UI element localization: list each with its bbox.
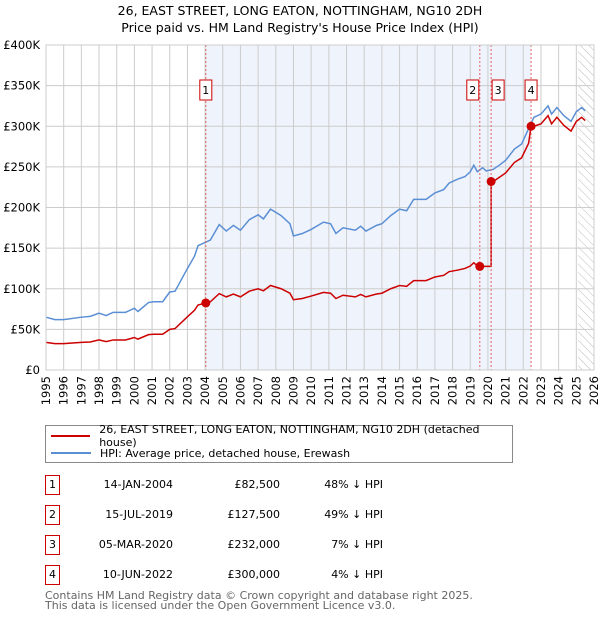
transaction-row: 3 05-MAR-2020 £232,000 7% ↓ HPI [45, 535, 445, 555]
x-tick-label: 2000 [127, 376, 141, 405]
x-tick-label: 1996 [57, 376, 71, 405]
transaction-number-badge: 2 [45, 505, 60, 525]
x-tick-label: 2005 [216, 376, 230, 405]
transaction-price: £127,500 [227, 508, 281, 521]
sale-label-box [524, 79, 538, 101]
sale-label: 1 [202, 84, 209, 97]
y-tick-label: £400K [3, 38, 40, 52]
transaction-row: 4 10-JUN-2022 £300,000 4% ↓ HPI [45, 565, 445, 585]
sale-point [475, 261, 485, 271]
x-tick-label: 2011 [322, 376, 336, 405]
x-tick-label: 2015 [393, 376, 407, 405]
sale-point [201, 298, 211, 308]
x-tick-label: 2018 [446, 376, 460, 405]
x-tick-label: 2022 [516, 376, 530, 405]
x-tick-label: 2006 [233, 376, 247, 405]
property-price-line [45, 114, 586, 345]
x-tick-label: 2002 [163, 376, 177, 405]
legend-item-hpi: HPI: Average price, detached house, Erew… [46, 445, 350, 461]
legend-swatch-hpi [51, 452, 91, 454]
sale-label-box [466, 79, 480, 101]
x-tick-label: 2014 [375, 376, 389, 405]
transaction-hpi-diff: 48% ↓ HPI [324, 478, 383, 491]
transaction-date: 14-JAN-2004 [103, 478, 173, 491]
x-tick-label: 2019 [463, 376, 477, 405]
sale-label-box [199, 79, 213, 101]
transaction-hpi-diff: 7% ↓ HPI [331, 538, 383, 551]
chart-subtitle: Price paid vs. HM Land Registry's House … [121, 20, 479, 35]
y-tick-label: £300K [3, 119, 40, 133]
x-tick-label: 2023 [534, 376, 548, 405]
sale-label: 4 [528, 84, 535, 97]
x-tick-label: 2017 [428, 376, 442, 405]
legend-label-property: 26, EAST STREET, LONG EATON, NOTTINGHAM,… [99, 423, 480, 449]
footer-copyright: Contains HM Land Registry data © Crown c… [45, 589, 473, 602]
x-tick-label: 2008 [269, 376, 283, 405]
x-tick-label: 2009 [286, 376, 300, 405]
x-tick-label: 2021 [499, 376, 513, 405]
transaction-date: 10-JUN-2022 [102, 568, 173, 581]
sale-point [486, 177, 496, 186]
x-tick-label: 2013 [357, 376, 371, 405]
x-tick-label: 2007 [251, 376, 265, 405]
price-chart: 1 2 3 4 1995 1996 1997 1998 1999 2000 2001 2002 2003… [3, 38, 600, 405]
transaction-hpi-diff: 49% ↓ HPI [324, 508, 383, 521]
y-tick-label: £200K [3, 201, 40, 215]
x-tick-label: 1998 [92, 376, 106, 405]
transaction-price: £232,000 [227, 538, 281, 551]
x-tick-label: 2026 [587, 376, 600, 405]
transaction-date: 05-MAR-2020 [98, 538, 173, 551]
chart-title: 26, EAST STREET, LONG EATON, NOTTINGHAM,… [117, 3, 483, 18]
chart-legend: 26, EAST STREET, LONG EATON, NOTTINGHAM,… [45, 423, 513, 463]
x-tick-label: 1999 [110, 376, 124, 405]
x-tick-label: 2020 [481, 376, 495, 405]
transaction-number-badge: 1 [45, 475, 60, 495]
transaction-price: £300,000 [227, 568, 281, 581]
x-tick-label: 2016 [410, 376, 424, 405]
transaction-number-badge: 3 [45, 535, 60, 555]
sale-label-box [491, 79, 505, 101]
y-tick-label: £250K [3, 160, 40, 174]
x-tick-label: 2001 [145, 376, 159, 405]
x-tick-label: 2012 [340, 376, 354, 405]
transaction-hpi-diff: 4% ↓ HPI [331, 568, 383, 581]
x-tick-label: 2024 [552, 376, 566, 405]
legend-label-hpi: HPI: Average price, detached house, Erew… [100, 446, 351, 460]
x-tick-label: 1995 [39, 376, 53, 405]
transaction-date: 15-JUL-2019 [105, 508, 173, 521]
x-tick-label: 2004 [198, 376, 212, 405]
y-tick-label: £0 [25, 363, 40, 377]
sale-point [526, 121, 536, 131]
transaction-number-badge: 4 [45, 565, 60, 585]
y-tick-label: £150K [3, 241, 40, 255]
x-tick-label: 2010 [304, 376, 318, 405]
transaction-row: 1 14-JAN-2004 £82,500 48% ↓ HPI [45, 475, 445, 495]
y-tick-label: £100K [3, 282, 40, 296]
x-tick-label: 2003 [180, 376, 194, 405]
footer-licence: This data is licensed under the Open Gov… [45, 599, 396, 612]
sale-label: 2 [469, 84, 476, 97]
y-tick-label: £350K [3, 79, 40, 93]
y-tick-label: £50K [11, 322, 41, 336]
x-tick-label: 2025 [569, 376, 583, 405]
transaction-price: £82,500 [234, 478, 281, 491]
legend-item-property: 26, EAST STREET, LONG EATON, NOTTINGHAM,… [46, 423, 512, 449]
hpi-line [45, 104, 586, 321]
transaction-row: 2 15-JUL-2019 £127,500 49% ↓ HPI [45, 505, 445, 525]
sale-label: 3 [495, 84, 502, 97]
legend-swatch-property [51, 435, 91, 437]
x-tick-label: 1997 [74, 376, 88, 405]
plot-border [45, 44, 595, 371]
